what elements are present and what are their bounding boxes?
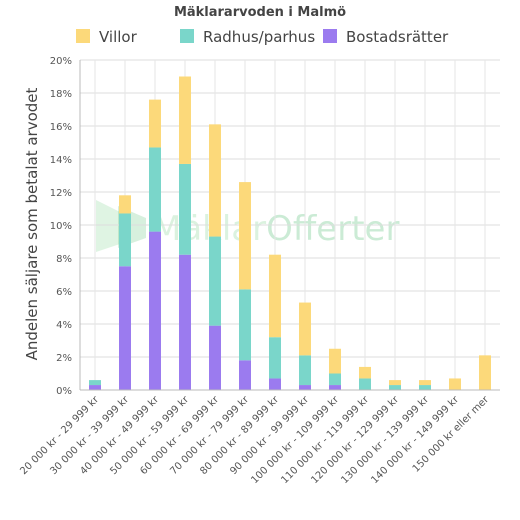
bar-segment-radhus-parhus: [179, 163, 191, 255]
bar-segment-radhus-parhus: [149, 147, 161, 232]
bar-segment-villor: [359, 366, 371, 379]
bar-segment-bostadsr-tter: [299, 385, 311, 390]
y-tick-labels: 0% 2% 4% 6% 8% 10% 12% 14% 16% 18% 20%: [50, 56, 72, 397]
bar-segment-villor: [209, 124, 221, 237]
bar-segment-bostadsr-tter: [329, 385, 341, 390]
legend-swatch-bostadsr-tter: [323, 29, 337, 43]
bar-segment-villor: [179, 76, 191, 164]
y-tick-label: 6%: [56, 287, 72, 298]
y-tick-label: 18%: [50, 89, 72, 100]
bar-segment-radhus-parhus: [419, 385, 431, 390]
bar-segment-villor: [449, 378, 461, 390]
bar-segment-bostadsr-tter: [179, 254, 191, 390]
bar-segment-villor: [119, 195, 131, 214]
bar-segment-villor: [479, 355, 491, 390]
axes: [79, 60, 500, 391]
bar-segment-villor: [419, 380, 431, 386]
bar-segment-radhus-parhus: [209, 236, 221, 326]
bar-segment-villor: [329, 348, 341, 374]
bar-segment-villor: [299, 302, 311, 356]
bar-segment-radhus-parhus: [239, 289, 251, 361]
bar-segment-radhus-parhus: [389, 385, 401, 390]
bar-segment-radhus-parhus: [299, 355, 311, 386]
y-tick-label: 0%: [56, 386, 72, 397]
bar-segment-bostadsr-tter: [209, 325, 221, 390]
bar-segment-bostadsr-tter: [269, 378, 281, 390]
y-axis-label: Andelen säljare som betalat arvodet: [23, 87, 41, 360]
bar-segment-radhus-parhus: [119, 213, 131, 267]
y-tick-label: 20%: [50, 56, 72, 67]
watermark-logo-icon: [96, 200, 120, 252]
bar-segment-villor: [239, 182, 251, 290]
legend-label-bostadsr-tter: Bostadsrätter: [346, 28, 449, 46]
watermark-text-part2: Offerter: [266, 209, 399, 249]
y-tick-label: 16%: [50, 122, 72, 133]
bar-segment-bostadsr-tter: [119, 266, 131, 390]
y-tick-label: 8%: [56, 254, 72, 265]
chart-title: Mäklararvoden i Malmö: [174, 5, 346, 20]
gridlines: [80, 59, 500, 391]
legend: Villor Radhus/parhus Bostadsrätter: [76, 28, 449, 46]
bar-segment-villor: [269, 254, 281, 338]
y-tick-label: 4%: [56, 320, 72, 331]
y-tick-label: 12%: [50, 188, 72, 199]
bar-segment-bostadsr-tter: [239, 360, 251, 390]
bar-segment-villor: [149, 99, 161, 148]
y-tick-label: 2%: [56, 353, 72, 364]
legend-swatch-villor: [76, 29, 90, 43]
legend-label-radhus-parhus: Radhus/parhus: [203, 28, 315, 46]
legend-label-villor: Villor: [99, 28, 138, 46]
bar-segment-bostadsr-tter: [89, 385, 101, 390]
y-tick-label: 14%: [50, 155, 72, 166]
bar-segment-radhus-parhus: [359, 378, 371, 390]
bar-segment-radhus-parhus: [269, 337, 281, 379]
bar-segment-villor: [389, 380, 401, 386]
legend-swatch-radhus-parhus: [180, 29, 194, 43]
bar-segment-radhus-parhus: [89, 380, 101, 386]
bar-segment-bostadsr-tter: [149, 231, 161, 390]
y-tick-label: 10%: [50, 221, 72, 232]
bars: [89, 76, 491, 390]
bar-segment-radhus-parhus: [329, 373, 341, 386]
